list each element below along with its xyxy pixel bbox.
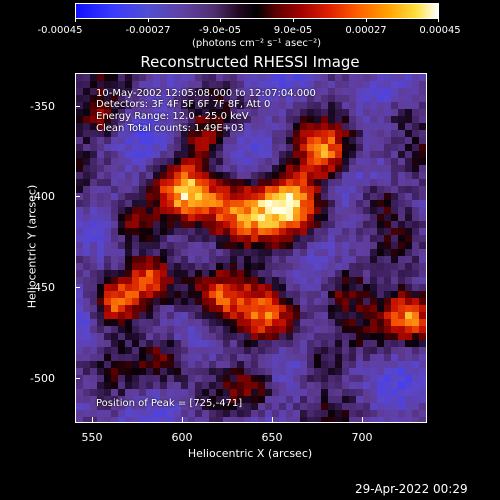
colorbar-label: 0.00027 (345, 25, 387, 36)
x-tick (272, 417, 273, 422)
colorbar-units: (photons cm⁻² s⁻¹ asec⁻²) (192, 38, 322, 49)
y-tick (75, 287, 80, 288)
y-tick-label: -400 (30, 190, 55, 203)
colorbar-label: 9.0e-05 (273, 25, 313, 36)
y-axis-title: Heliocentric Y (arcsec) (25, 184, 39, 309)
x-tick (92, 417, 93, 422)
colorbar-tick (438, 18, 439, 22)
x-tick-label: 650 (261, 431, 283, 444)
y-tick (75, 106, 80, 107)
colorbar-label: -0.00027 (125, 25, 171, 36)
energy-range-text: Energy Range: 12.0 - 25.0 keV (96, 111, 249, 122)
x-tick-label: 700 (351, 431, 373, 444)
image-title: Reconstructed RHESSI Image (140, 53, 360, 71)
heatmap-image (76, 74, 426, 422)
x-tick-label: 600 (171, 431, 193, 444)
colorbar-tick (293, 18, 294, 22)
x-tick (182, 417, 183, 422)
y-tick-label: -350 (30, 100, 55, 113)
x-tick (362, 417, 363, 422)
y-tick (75, 196, 80, 197)
colorbar-tick (220, 18, 221, 22)
colorbar-tick (148, 18, 149, 22)
y-tick (75, 378, 80, 379)
x-axis-title: Heliocentric X (arcsec) (187, 447, 313, 460)
x-tick-label: 550 (81, 431, 103, 444)
colorbar-label: 0.00045 (419, 25, 461, 36)
colorbar-label: -0.00045 (37, 25, 83, 36)
y-tick-label: -500 (30, 372, 55, 385)
colorbar-label: -9.0e-05 (199, 25, 241, 36)
detectors-text: Detectors: 3F 4F 5F 6F 7F 8F, Att 0 (96, 99, 271, 110)
clean-counts-text: Clean Total counts: 1.49E+03 (96, 123, 244, 134)
colorbar-tick (75, 18, 76, 22)
time-range-text: 10-May-2002 12:05:08.000 to 12:07:04.000 (96, 88, 316, 99)
rhessi-image: 10-May-2002 12:05:08.000 to 12:07:04.000… (75, 73, 427, 423)
plot-timestamp: 29-Apr-2022 00:29 (355, 482, 468, 496)
colorbar (75, 3, 439, 19)
peak-position-text: Position of Peak = [725,-471] (96, 398, 243, 409)
y-tick-label: -450 (30, 281, 55, 294)
colorbar-tick (366, 18, 367, 22)
